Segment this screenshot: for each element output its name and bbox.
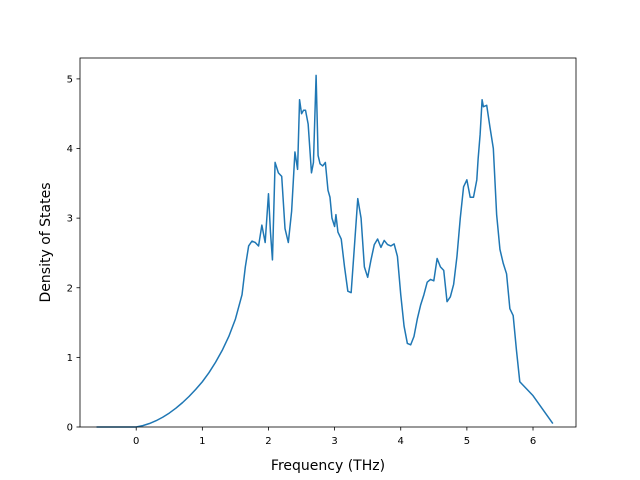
series-line-dos [96,74,554,428]
y-tick-label: 3 [67,214,73,225]
x-axis-title: Frequency (THz) [271,458,385,474]
x-tick-label: 6 [530,436,536,447]
y-tick-label: 4 [67,144,73,155]
plot-frame [79,57,577,428]
x-tick-label: 3 [331,436,337,447]
x-tick-label: 2 [265,436,271,447]
y-tick-label: 5 [67,74,73,85]
y-tick-label: 0 [67,423,73,434]
x-tick-label: 0 [133,436,139,447]
y-tick-label: 1 [67,353,73,364]
x-tick-label: 5 [464,436,470,447]
y-axis-title: Density of States [38,183,54,303]
x-tick-label: 4 [398,436,404,447]
y-tick-label: 2 [67,283,73,294]
x-tick-label: 1 [199,436,205,447]
ticks-layer: 0 1 2 3 4 5 6 0 1 2 3 4 5 [67,74,537,447]
